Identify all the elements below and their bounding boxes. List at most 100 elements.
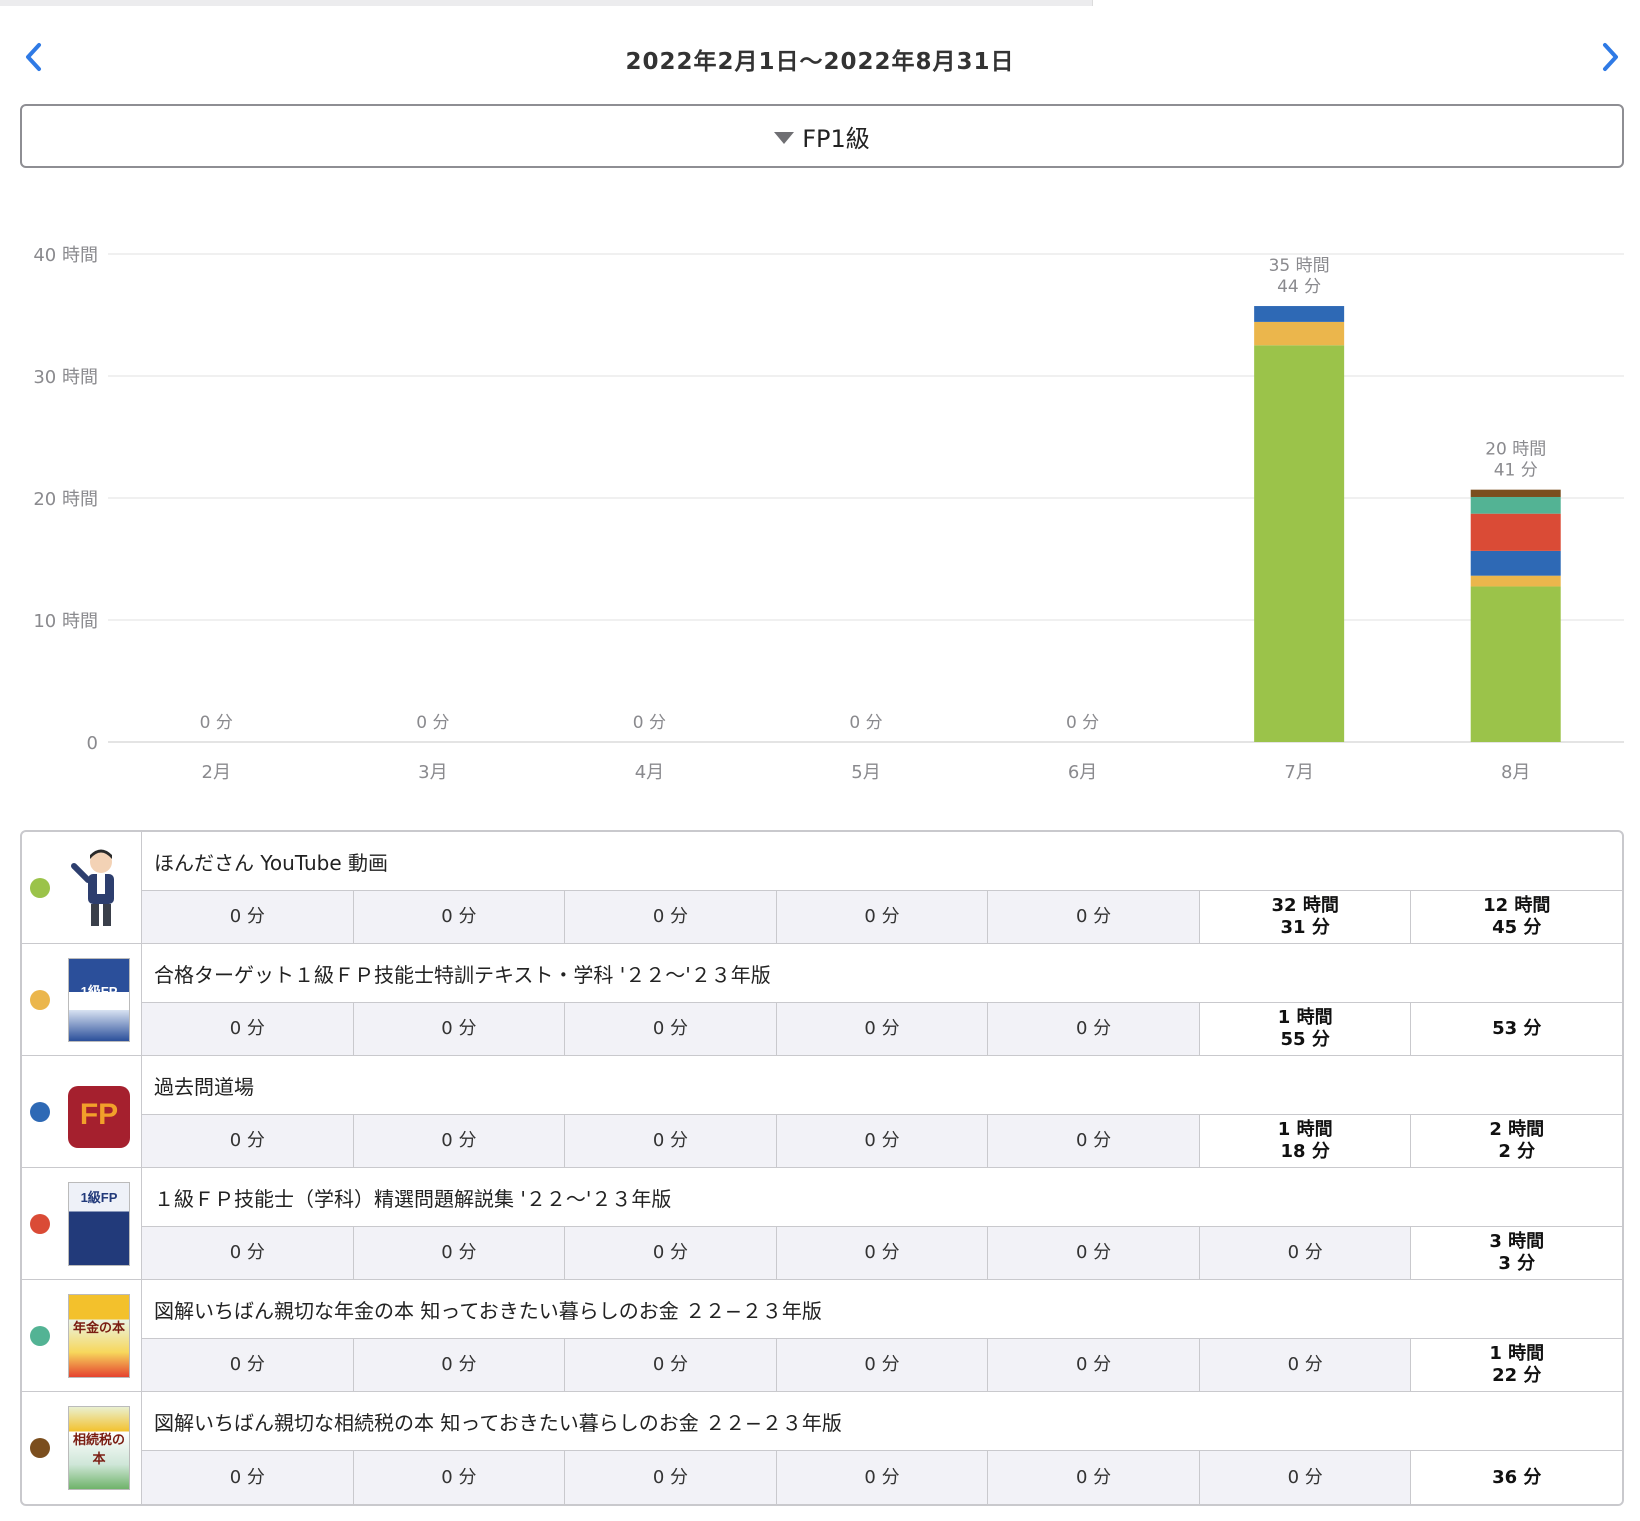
- cell-text: 0 分: [1287, 1354, 1323, 1376]
- material-thumb-column: FP: [22, 1056, 142, 1167]
- month-time-cell: 0 分: [988, 1339, 1200, 1391]
- dropdown-triangle-icon: [774, 132, 795, 144]
- bar-segment: [1470, 513, 1561, 551]
- y-tick-label: 30 時間: [33, 367, 98, 388]
- month-time-cell: 0 分: [1199, 1339, 1412, 1391]
- month-time-cell: 53 分: [1411, 1003, 1622, 1055]
- bar-total-label: 0 分: [849, 713, 882, 733]
- cell-text: 0 分: [1076, 906, 1112, 928]
- month-time-cell: 0 分: [353, 1339, 566, 1391]
- month-time-cell: 0 分: [776, 1339, 989, 1391]
- cell-text: 1 時間: [1277, 1007, 1333, 1029]
- month-time-cell: 0 分: [776, 1003, 989, 1055]
- cell-text: 0 分: [652, 1130, 689, 1152]
- material-title: 図解いちばん親切な相続税の本 知っておきたい暮らしのお金 ２２−２３年版: [142, 1392, 1622, 1451]
- bar-total-label: 0 分: [416, 713, 449, 733]
- month-time-cell: 0 分: [988, 1227, 1200, 1279]
- material-thumb-column: 1級FP: [22, 944, 142, 1055]
- book-cover-text: 相続税の本: [72, 1432, 125, 1466]
- study-time-bar-chart: 0 10 時間 20 時間 30 時間 40 時間 2月 0 分 3月 0 分 4月 0 分 5月 0 …: [33, 245, 1624, 783]
- material-title: ほんださん YouTube 動画: [142, 832, 1622, 891]
- cell-text: 0 分: [652, 906, 689, 928]
- month-time-cell: 0 分: [565, 1003, 777, 1055]
- book-cover-icon: 相続税の本: [68, 1406, 130, 1490]
- book-cover-text: 1級FP: [80, 1189, 118, 1205]
- material-title: １級ＦＰ技能士（学科）精選問題解説集 '２２〜'２３年版: [142, 1168, 1622, 1227]
- next-period-button[interactable]: [1596, 40, 1624, 74]
- material-detail: 図解いちばん親切な相続税の本 知っておきたい暮らしのお金 ２２−２３年版 0 分 0…: [142, 1392, 1622, 1504]
- study-material-table: ほんださん YouTube 動画 0 分 0 分 0 分 0 分 0 分 32 時間 31 分…: [20, 830, 1624, 1506]
- cell-text: 18 分: [1280, 1141, 1330, 1162]
- month-time-cell: 0 分: [142, 1003, 354, 1055]
- month-time-cell: 0 分: [1199, 1451, 1412, 1504]
- tab-segment-left[interactable]: [0, 0, 1092, 6]
- previous-period-button[interactable]: [20, 40, 48, 74]
- category-dropdown[interactable]: FP1級: [20, 104, 1624, 168]
- month-time-cell: 0 分: [988, 1003, 1200, 1055]
- bar-segment: [1470, 550, 1561, 576]
- material-thumb-column: [22, 832, 142, 943]
- month-time-cell: 0 分: [565, 1451, 777, 1504]
- cell-text: 0 分: [1076, 1354, 1112, 1376]
- cell-text: 0 分: [864, 1130, 900, 1152]
- month-time-cell: 1 時間 22 分: [1411, 1339, 1622, 1391]
- material-title: 過去問道場: [142, 1056, 1622, 1115]
- book-cover-icon: 年金の本: [68, 1293, 130, 1378]
- bar-segment: [1254, 306, 1345, 322]
- y-tick-label: 10 時間: [33, 611, 98, 632]
- material-thumb-column: 1級FP: [22, 1168, 142, 1279]
- cell-text: 0 分: [441, 1466, 477, 1488]
- book-cover-text: 年金の本: [72, 1319, 125, 1335]
- material-row[interactable]: 年金の本 図解いちばん親切な年金の本 知っておきたい暮らしのお金 ２２−２３年版 0…: [22, 1280, 1622, 1392]
- tab-segment-right[interactable]: [1092, 0, 1640, 6]
- month-time-cell: 0 分: [776, 1451, 989, 1504]
- month-time-cell: 0 分: [353, 891, 566, 943]
- cell-text: 1 時間: [1277, 1119, 1333, 1141]
- month-time-cell: 0 分: [776, 1115, 989, 1167]
- x-tick-label: 6月: [1068, 762, 1097, 783]
- cell-text: 0 分: [441, 1354, 477, 1376]
- series-color-dot: [30, 1213, 50, 1234]
- month-time-cell: 0 分: [776, 1227, 989, 1279]
- material-row[interactable]: 1級FP 合格ターゲット１級ＦＰ技能士特訓テキスト・学科 '２２〜'２３年版 0 分…: [22, 944, 1622, 1056]
- month-time-cell: 0 分: [142, 1115, 354, 1167]
- cell-text: 0 分: [652, 1466, 689, 1488]
- material-row[interactable]: 相続税の本 図解いちばん親切な相続税の本 知っておきたい暮らしのお金 ２２−２３年…: [22, 1392, 1622, 1504]
- monthly-times: 0 分 0 分 0 分 0 分 0 分 0 分 1 時間 22 分: [142, 1339, 1622, 1391]
- month-time-cell: 1 時間 55 分: [1199, 1003, 1412, 1055]
- month-time-cell: 0 分: [353, 1003, 566, 1055]
- bar-segment: [1470, 586, 1561, 742]
- cell-text: 0 分: [1287, 1466, 1323, 1488]
- month-time-cell: 2 時間 2 分: [1411, 1115, 1622, 1167]
- person-avatar-icon: [68, 845, 130, 930]
- cell-text: 0 分: [864, 1018, 900, 1040]
- x-tick-label: 2月: [202, 762, 231, 783]
- x-tick-label: 7月: [1284, 762, 1313, 783]
- y-tick-label: 40 時間: [33, 245, 98, 266]
- cell-text: 0 分: [864, 1466, 900, 1488]
- x-tick-label: 4月: [635, 762, 664, 783]
- month-time-cell: 0 分: [142, 1339, 354, 1391]
- cell-text: 0 分: [441, 906, 477, 928]
- month-time-cell: 32 時間 31 分: [1199, 891, 1412, 943]
- x-tick-label: 8月: [1501, 762, 1530, 783]
- month-time-cell: 36 分: [1411, 1451, 1622, 1504]
- bar-total-label: 35 時間: [1269, 256, 1330, 276]
- chevron-right-icon: [1603, 43, 1618, 71]
- top-tab-bar: [0, 0, 1640, 6]
- material-title: 図解いちばん親切な年金の本 知っておきたい暮らしのお金 ２２−２３年版: [142, 1280, 1622, 1339]
- app-logo-text: FP: [79, 1097, 119, 1131]
- bar-total-label: 41 分: [1494, 461, 1538, 481]
- material-row[interactable]: ほんださん YouTube 動画 0 分 0 分 0 分 0 分 0 分 32 時間 31 分…: [22, 832, 1622, 944]
- material-thumb-column: 年金の本: [22, 1280, 142, 1391]
- cell-text: 0 分: [1076, 1242, 1112, 1264]
- cell-text: 0 分: [652, 1354, 689, 1376]
- cell-text: 0 分: [1076, 1018, 1112, 1040]
- cell-text: 0 分: [1287, 1242, 1323, 1264]
